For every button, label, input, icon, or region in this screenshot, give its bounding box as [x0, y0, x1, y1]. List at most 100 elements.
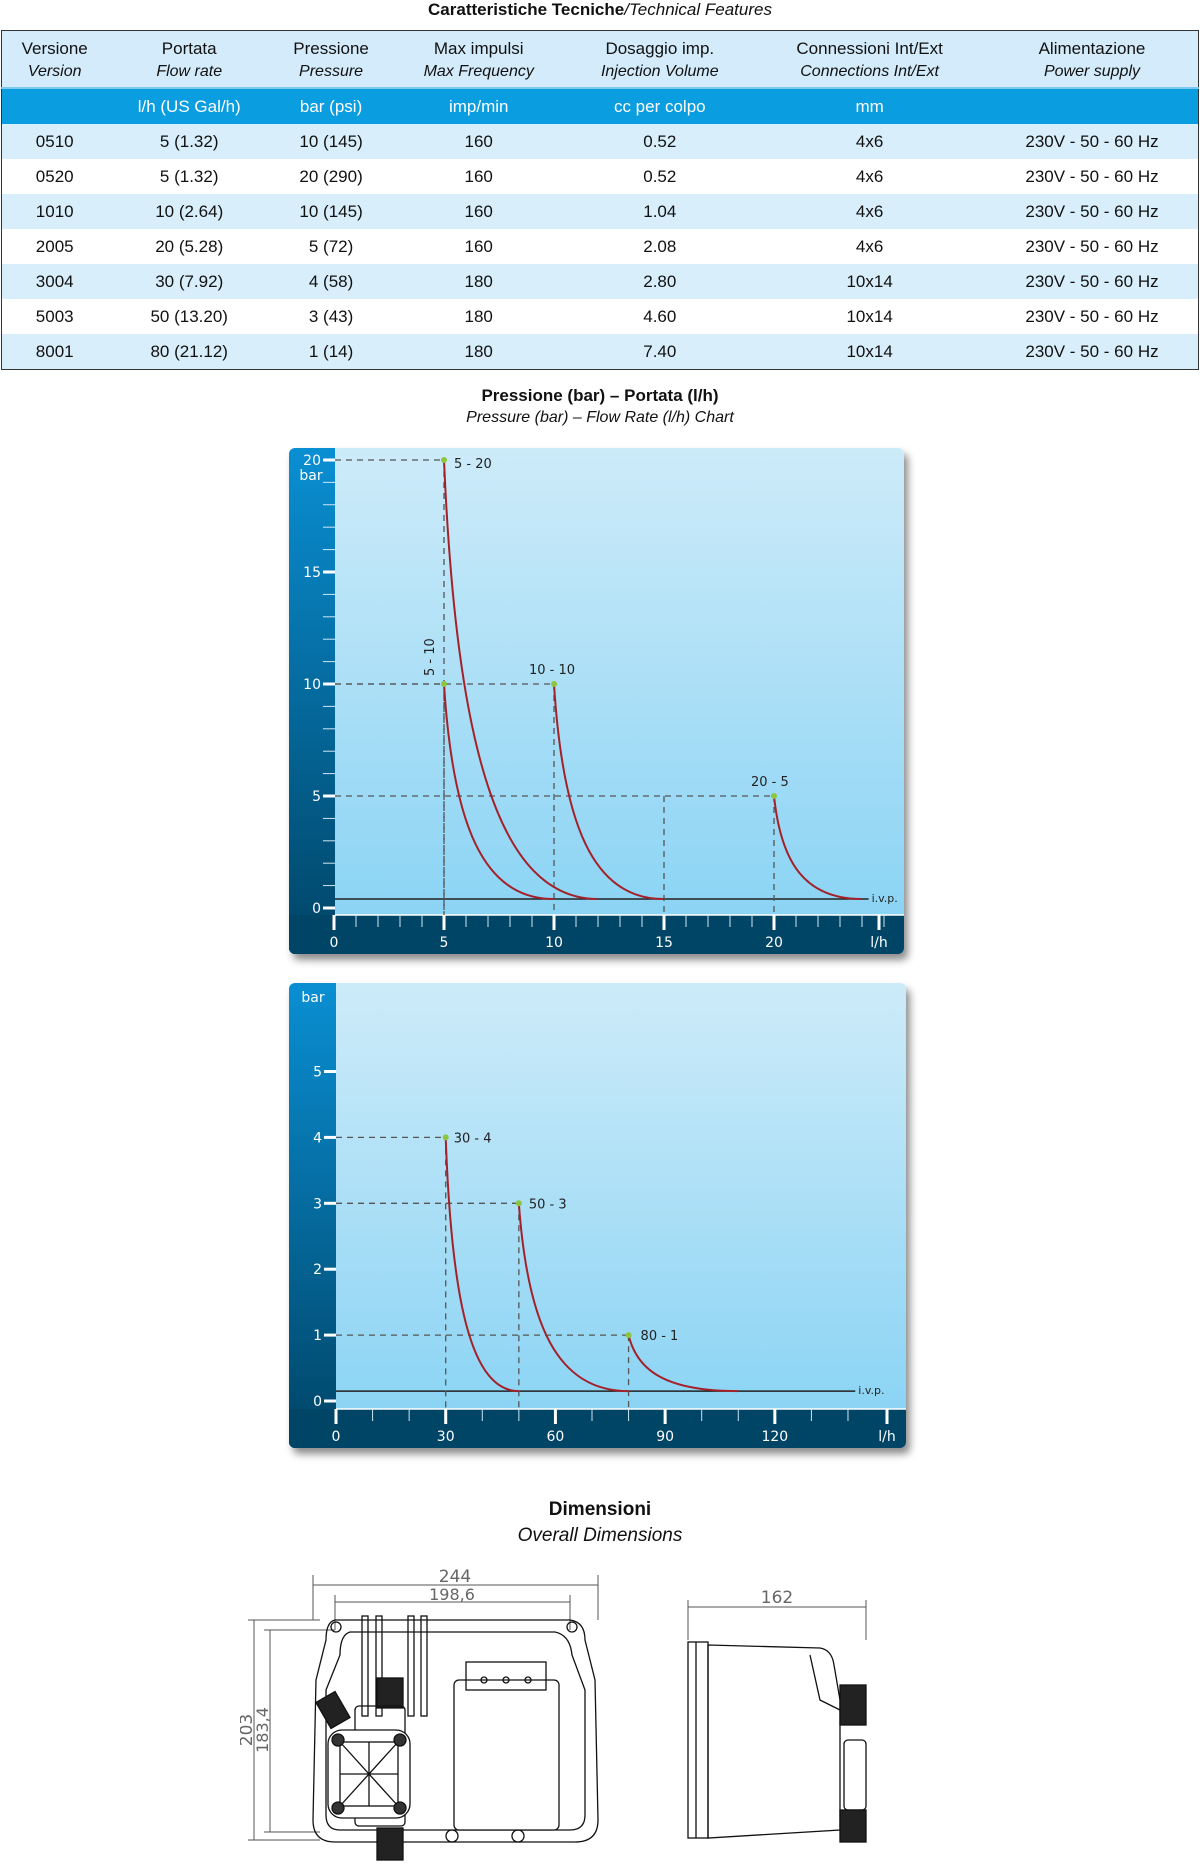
pump-curve	[444, 1137, 519, 1393]
y-tick-label: 1	[313, 1328, 322, 1344]
curve-label: 50 - 3	[529, 1197, 567, 1212]
table-cell: 1 (14)	[271, 334, 392, 370]
table-cell: 10x14	[753, 334, 986, 370]
table-cell: 160	[464, 236, 493, 256]
y-tick-label: 15	[303, 565, 321, 581]
header-row-it: Versione Portata Pressione Max impulsi Dosag…	[1, 30, 1199, 63]
x-tick-label: 0	[332, 1429, 341, 1445]
table-cell: 180	[391, 264, 567, 299]
table-cell: 230V - 50 - 60 Hz	[1025, 306, 1159, 326]
chart-2-svg: 0 1 2 3 4 5 bar 0 30 60 90 120 l/h i.v.p. 30 - 4 50 - 3…	[289, 983, 906, 1448]
table-cell: 2005	[35, 236, 74, 256]
header-en: Power supply	[985, 63, 1199, 88]
table-cell: 5003	[35, 306, 74, 326]
x-tick-label: 5	[440, 935, 449, 951]
x-tick-label: 60	[547, 1429, 565, 1445]
x-tick-label: 120	[761, 1429, 788, 1445]
x-axis-band	[289, 915, 904, 954]
table-row: 1010 10 (2.64) 10 (145) 160 1.04 4x6 230V - 50…	[1, 194, 1199, 229]
y-axis-label: bar	[301, 990, 324, 1006]
table-cell: 5 (1.32)	[159, 166, 219, 186]
x-tick-label: 0	[330, 935, 339, 951]
header-en: Pressure	[271, 63, 392, 88]
table-cell: 180	[464, 306, 493, 326]
table-row: 5003 50 (13.20) 3 (43) 180 4.60 10x14 230V - 5…	[2, 299, 1199, 334]
pump-curve	[553, 683, 665, 901]
ivp-label: i.v.p.	[872, 892, 898, 905]
table-cell: 230V - 50 - 60 Hz	[985, 334, 1199, 370]
curve-start-point	[771, 793, 777, 799]
table-cell: 180	[391, 334, 567, 370]
y-tick-label: 0	[313, 1394, 322, 1410]
pump-curve	[773, 795, 863, 901]
curve-label: 5 - 10	[423, 638, 438, 676]
chart-subtitle: Pressure (bar) – Flow Rate (l/h) Chart	[466, 409, 734, 426]
table-cell: 5 (1.32)	[107, 124, 272, 159]
table-cell: 160	[391, 124, 567, 159]
header-unit: mm	[753, 87, 986, 124]
table-cell: 4x6	[855, 236, 884, 256]
table-cell: 50 (13.20)	[150, 306, 228, 326]
table-cell: 10 (2.64)	[107, 194, 272, 229]
header-unit: bar (psi)	[271, 87, 392, 124]
table-cell: 10 (145)	[271, 124, 392, 159]
table-cell: 5 (72)	[308, 236, 354, 256]
header-it: Max impulsi	[391, 30, 567, 63]
x-tick-label: 15	[655, 935, 673, 951]
table-title-it: Caratteristiche Tecniche	[428, 0, 625, 19]
header-en: Flow rate	[107, 63, 272, 88]
x-axis-band	[289, 1409, 906, 1448]
table-cell: 4x6	[753, 194, 986, 229]
pump-curve	[517, 1203, 629, 1393]
y-tick-label: 10	[303, 677, 321, 693]
table-cell: 10x14	[753, 264, 986, 299]
table-cell: 2.80	[566, 264, 754, 299]
header-unit	[1, 87, 108, 124]
y-tick-label: 5	[313, 1065, 322, 1081]
table-cell: 3004	[1, 264, 108, 299]
table-cell: 0.52	[643, 166, 677, 186]
chart-title: Pressione (bar) – Portata (l/h)	[481, 386, 719, 405]
technical-features-table: Versione Portata Pressione Max impulsi Dosag…	[1, 30, 1199, 370]
plot-background	[289, 983, 906, 1448]
pressure-flow-chart-2: 0 1 2 3 4 5 bar 0 30 60 90 120 l/h i.v.p. 30 - 4 50 - 3…	[289, 983, 906, 1448]
x-tick-label: 10	[545, 935, 563, 951]
curve-start-point	[441, 457, 447, 463]
units-row: l/h (US Gal/h) bar (psi) imp/min cc per col…	[1, 87, 1199, 124]
y-tick-label: 3	[313, 1196, 322, 1212]
x-tick-label: 20	[765, 935, 783, 951]
curve-start-point	[442, 1134, 449, 1141]
table-cell: 0510	[1, 124, 108, 159]
dimensions-drawing: 244 198,6 203 183,4 162	[240, 1567, 867, 1861]
table-cell: 20 (5.28)	[155, 236, 224, 256]
table-cell: 3 (43)	[308, 306, 354, 326]
header-it: Versione	[1, 30, 108, 63]
table-cell: 2.08	[643, 236, 677, 256]
header-en: Injection Volume	[566, 63, 754, 88]
table-cell: 230V - 50 - 60 Hz	[1025, 166, 1159, 186]
curve-label: 10 - 10	[529, 663, 575, 678]
table-cell: 230V - 50 - 60 Hz	[985, 194, 1199, 229]
table-cell: 230V - 50 - 60 Hz	[1025, 236, 1159, 256]
y-axis-label: bar	[299, 468, 322, 484]
table-title-en: /Technical Features	[624, 0, 772, 19]
table-cell: 4x6	[855, 166, 884, 186]
curve-label: 20 - 5	[751, 775, 789, 790]
header-en: Max Frequency	[391, 63, 567, 88]
plot-background	[289, 448, 904, 954]
pressure-flow-chart-1: 0 5 10 15 20 bar 0 5 10 15 20 l/h i.v.p. 5 - 10 5 - 20…	[289, 448, 904, 954]
table-cell: 1.04	[566, 194, 754, 229]
y-tick-label: 4	[313, 1130, 322, 1146]
curve-label: 5 - 20	[454, 457, 492, 472]
header-en: Version	[1, 63, 108, 88]
header-unit: l/h (US Gal/h)	[107, 87, 272, 124]
dim-width-198-6: 198,6	[429, 1585, 475, 1604]
header-en: Connections Int/Ext	[753, 63, 986, 88]
pump-side-view	[687, 1641, 867, 1843]
x-axis-label: l/h	[870, 935, 887, 951]
x-axis-label: l/h	[878, 1429, 895, 1445]
table-cell: 10 (145)	[271, 194, 392, 229]
table-cell: 160	[464, 166, 493, 186]
header-it: Connessioni Int/Ext	[753, 30, 986, 63]
header-it: Pressione	[271, 30, 392, 63]
